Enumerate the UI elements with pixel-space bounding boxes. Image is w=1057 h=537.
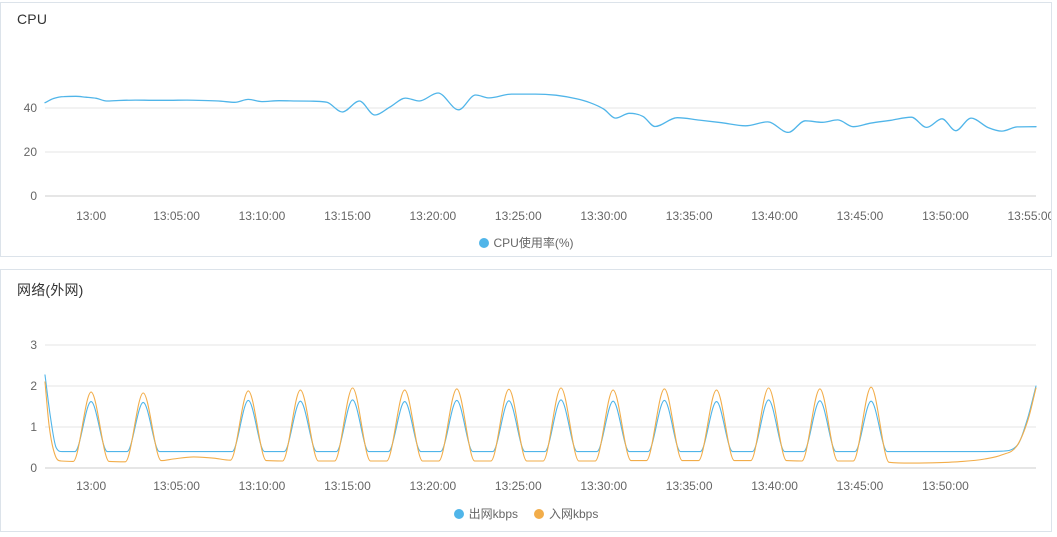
network-legend: 出网kbps 入网kbps (1, 505, 1051, 522)
svg-text:13:00: 13:00 (76, 479, 106, 493)
network-panel: 0 1 2 3 13:00 13:05:00 13:10:00 13:15:00 13:20:0… (0, 269, 1052, 532)
legend-item-outbound[interactable]: 出网kbps (453, 505, 518, 522)
legend-item-inbound[interactable]: 入网kbps (534, 505, 598, 522)
cpu-panel-title: CPU (17, 11, 48, 27)
svg-text:13:00: 13:00 (76, 209, 106, 223)
cpu-panel: 0 20 40 13:00 13:05:00 13:10:00 13:15:00 13:20:… (0, 2, 1052, 257)
svg-text:0: 0 (30, 189, 37, 203)
svg-text:13:30:00: 13:30:00 (580, 479, 627, 493)
svg-text:13:10:00: 13:10:00 (239, 479, 286, 493)
legend-dot (453, 508, 464, 519)
svg-text:13:15:00: 13:15:00 (324, 479, 371, 493)
cpu-legend: CPU使用率(%) (1, 234, 1051, 251)
svg-text:13:40:00: 13:40:00 (751, 479, 798, 493)
svg-text:13:55:00: 13:55:00 (1008, 209, 1051, 223)
legend-label: 入网kbps (549, 507, 599, 521)
svg-text:2: 2 (30, 379, 37, 393)
svg-text:40: 40 (24, 101, 38, 115)
svg-text:13:35:00: 13:35:00 (666, 479, 713, 493)
svg-text:13:10:00: 13:10:00 (239, 209, 286, 223)
svg-text:13:35:00: 13:35:00 (666, 209, 713, 223)
cpu-chart-plot-area[interactable]: 0 20 40 13:00 13:05:00 13:10:00 13:15:00 13:20:… (1, 3, 1051, 256)
svg-text:13:15:00: 13:15:00 (324, 209, 371, 223)
svg-text:13:05:00: 13:05:00 (153, 479, 200, 493)
legend-dot (534, 508, 544, 519)
network-chart-plot-area[interactable]: 0 1 2 3 13:00 13:05:00 13:10:00 13:15:00 13:20:0… (1, 270, 1051, 531)
svg-text:1: 1 (30, 420, 37, 434)
svg-text:13:05:00: 13:05:00 (153, 209, 200, 223)
svg-text:13:45:00: 13:45:00 (837, 479, 884, 493)
legend-label: 出网kbps (468, 507, 518, 521)
svg-text:13:25:00: 13:25:00 (495, 479, 542, 493)
svg-text:13:45:00: 13:45:00 (837, 209, 884, 223)
network-panel-title: 网络(外网) (17, 282, 84, 298)
svg-text:20: 20 (24, 145, 38, 159)
svg-text:13:50:00: 13:50:00 (922, 209, 969, 223)
legend-label: CPU使用率(%) (493, 236, 574, 250)
svg-text:13:50:00: 13:50:00 (922, 479, 969, 493)
legend-dot (478, 237, 489, 248)
svg-text:13:25:00: 13:25:00 (495, 209, 542, 223)
svg-text:0: 0 (30, 461, 37, 475)
svg-text:3: 3 (30, 338, 37, 352)
svg-text:13:20:00: 13:20:00 (409, 209, 456, 223)
legend-item-cpu-usage[interactable]: CPU使用率(%) (478, 234, 574, 251)
svg-text:13:20:00: 13:20:00 (409, 479, 456, 493)
svg-text:13:30:00: 13:30:00 (580, 209, 627, 223)
svg-text:13:40:00: 13:40:00 (751, 209, 798, 223)
